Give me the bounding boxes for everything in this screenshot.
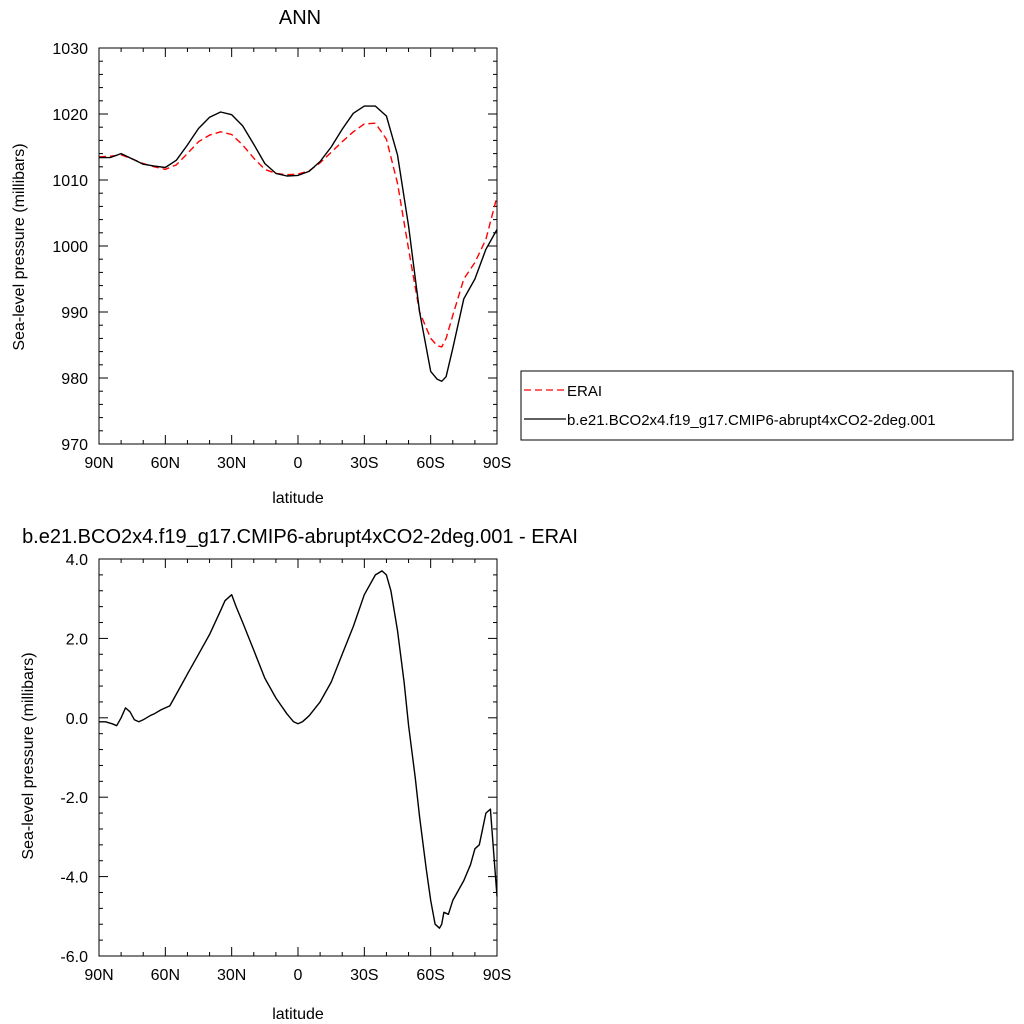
legend-box (520, 370, 1014, 441)
legend-label-erai: ERAI (567, 383, 602, 400)
bottom-y-tick-label: 0.0 (66, 711, 88, 728)
top-series-line-model (99, 105, 498, 382)
bottom-plot-frame (98, 558, 498, 957)
bottom-y-tick-label: 2.0 (66, 631, 88, 648)
top-y-tick-label: 1000 (52, 239, 88, 256)
bottom-ticks: 90N 60N 30N 0 30S 60S 90S -6.0 -4.0 -2.0 0.0 2.0 4.0 (60, 552, 511, 984)
bottom-x-tick-label: 30N (217, 967, 246, 984)
bottom-title: b.e21.BCO2x4.f19_g17.CMIP6-abrupt4xCO2-2… (22, 526, 578, 548)
top-panel: ANN Sea-level pressure (millibars) latit… (11, 7, 1014, 507)
top-ticks: 90N 60N 30N 0 30S 60S 90S 970 980 990 1000 1010 1020… (52, 41, 511, 472)
bottom-xlabel: latitude (272, 1006, 324, 1023)
bottom-x-tick-label: 60S (416, 967, 444, 984)
top-y-tick-label: 1020 (52, 107, 88, 124)
top-series (98, 105, 498, 382)
top-x-tick-label: 60S (416, 455, 444, 472)
bottom-y-tick-label: -6.0 (60, 949, 88, 966)
top-x-tick-label: 90S (483, 455, 511, 472)
bottom-ylabel: Sea-level pressure (millibars) (20, 652, 37, 859)
top-x-tick-label: 0 (294, 455, 303, 472)
top-series-line-erai (98, 122, 498, 348)
bottom-y-tick-label: -2.0 (60, 790, 88, 807)
top-y-tick-label: 970 (61, 437, 88, 454)
top-y-tick-label: 990 (61, 305, 88, 322)
top-x-tick-label: 60N (151, 455, 180, 472)
legend-label-model: b.e21.BCO2x4.f19_g17.CMIP6-abrupt4xCO2-2… (567, 412, 936, 429)
top-legend: ERAI b.e21.BCO2x4.f19_g17.CMIP6-abrupt4x… (520, 370, 1014, 441)
top-xlabel: latitude (272, 490, 324, 507)
top-x-tick-label: 30S (350, 455, 378, 472)
top-plot-frame (98, 47, 498, 445)
top-title: ANN (279, 7, 321, 29)
bottom-x-tick-label: 30S (350, 967, 378, 984)
bottom-panel: b.e21.BCO2x4.f19_g17.CMIP6-abrupt4xCO2-2… (20, 526, 578, 1023)
bottom-x-tick-label: 60N (151, 967, 180, 984)
bottom-y-tick-label: 4.0 (66, 552, 88, 569)
top-y-tick-label: 980 (61, 371, 88, 388)
bottom-series-line-difference (99, 570, 498, 929)
bottom-y-tick-label: -4.0 (60, 870, 88, 887)
top-x-tick-label: 90N (84, 455, 113, 472)
top-ylabel: Sea-level pressure (millibars) (11, 143, 28, 350)
top-y-tick-label: 1030 (52, 41, 88, 58)
bottom-series (99, 570, 498, 929)
bottom-x-tick-label: 0 (294, 967, 303, 984)
top-y-tick-label: 1010 (52, 173, 88, 190)
bottom-x-tick-label: 90N (84, 967, 113, 984)
bottom-x-tick-label: 90S (483, 967, 511, 984)
top-x-tick-label: 30N (217, 455, 246, 472)
